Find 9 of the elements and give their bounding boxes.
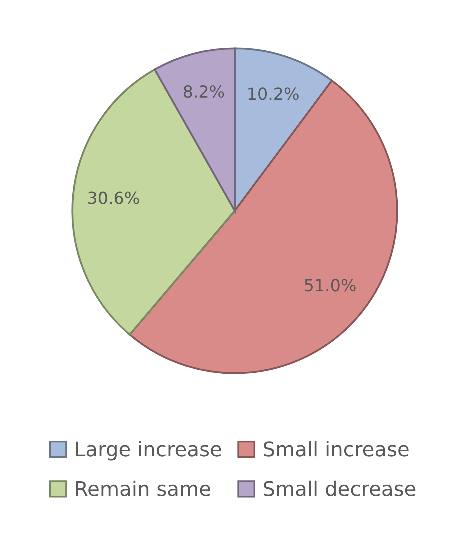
legend-label: Small decrease — [264, 480, 416, 496]
legend-label: Large increase — [76, 441, 222, 461]
pie-slice — [72, 68, 236, 336]
data-label: 51.0% — [305, 279, 356, 292]
data-label: 8.2% — [184, 85, 224, 98]
legend-label: Remain same — [76, 480, 210, 496]
data-label: 10.2% — [248, 88, 299, 100]
legend-label: Small increase — [264, 441, 409, 457]
data-label: 30.6% — [88, 192, 140, 204]
